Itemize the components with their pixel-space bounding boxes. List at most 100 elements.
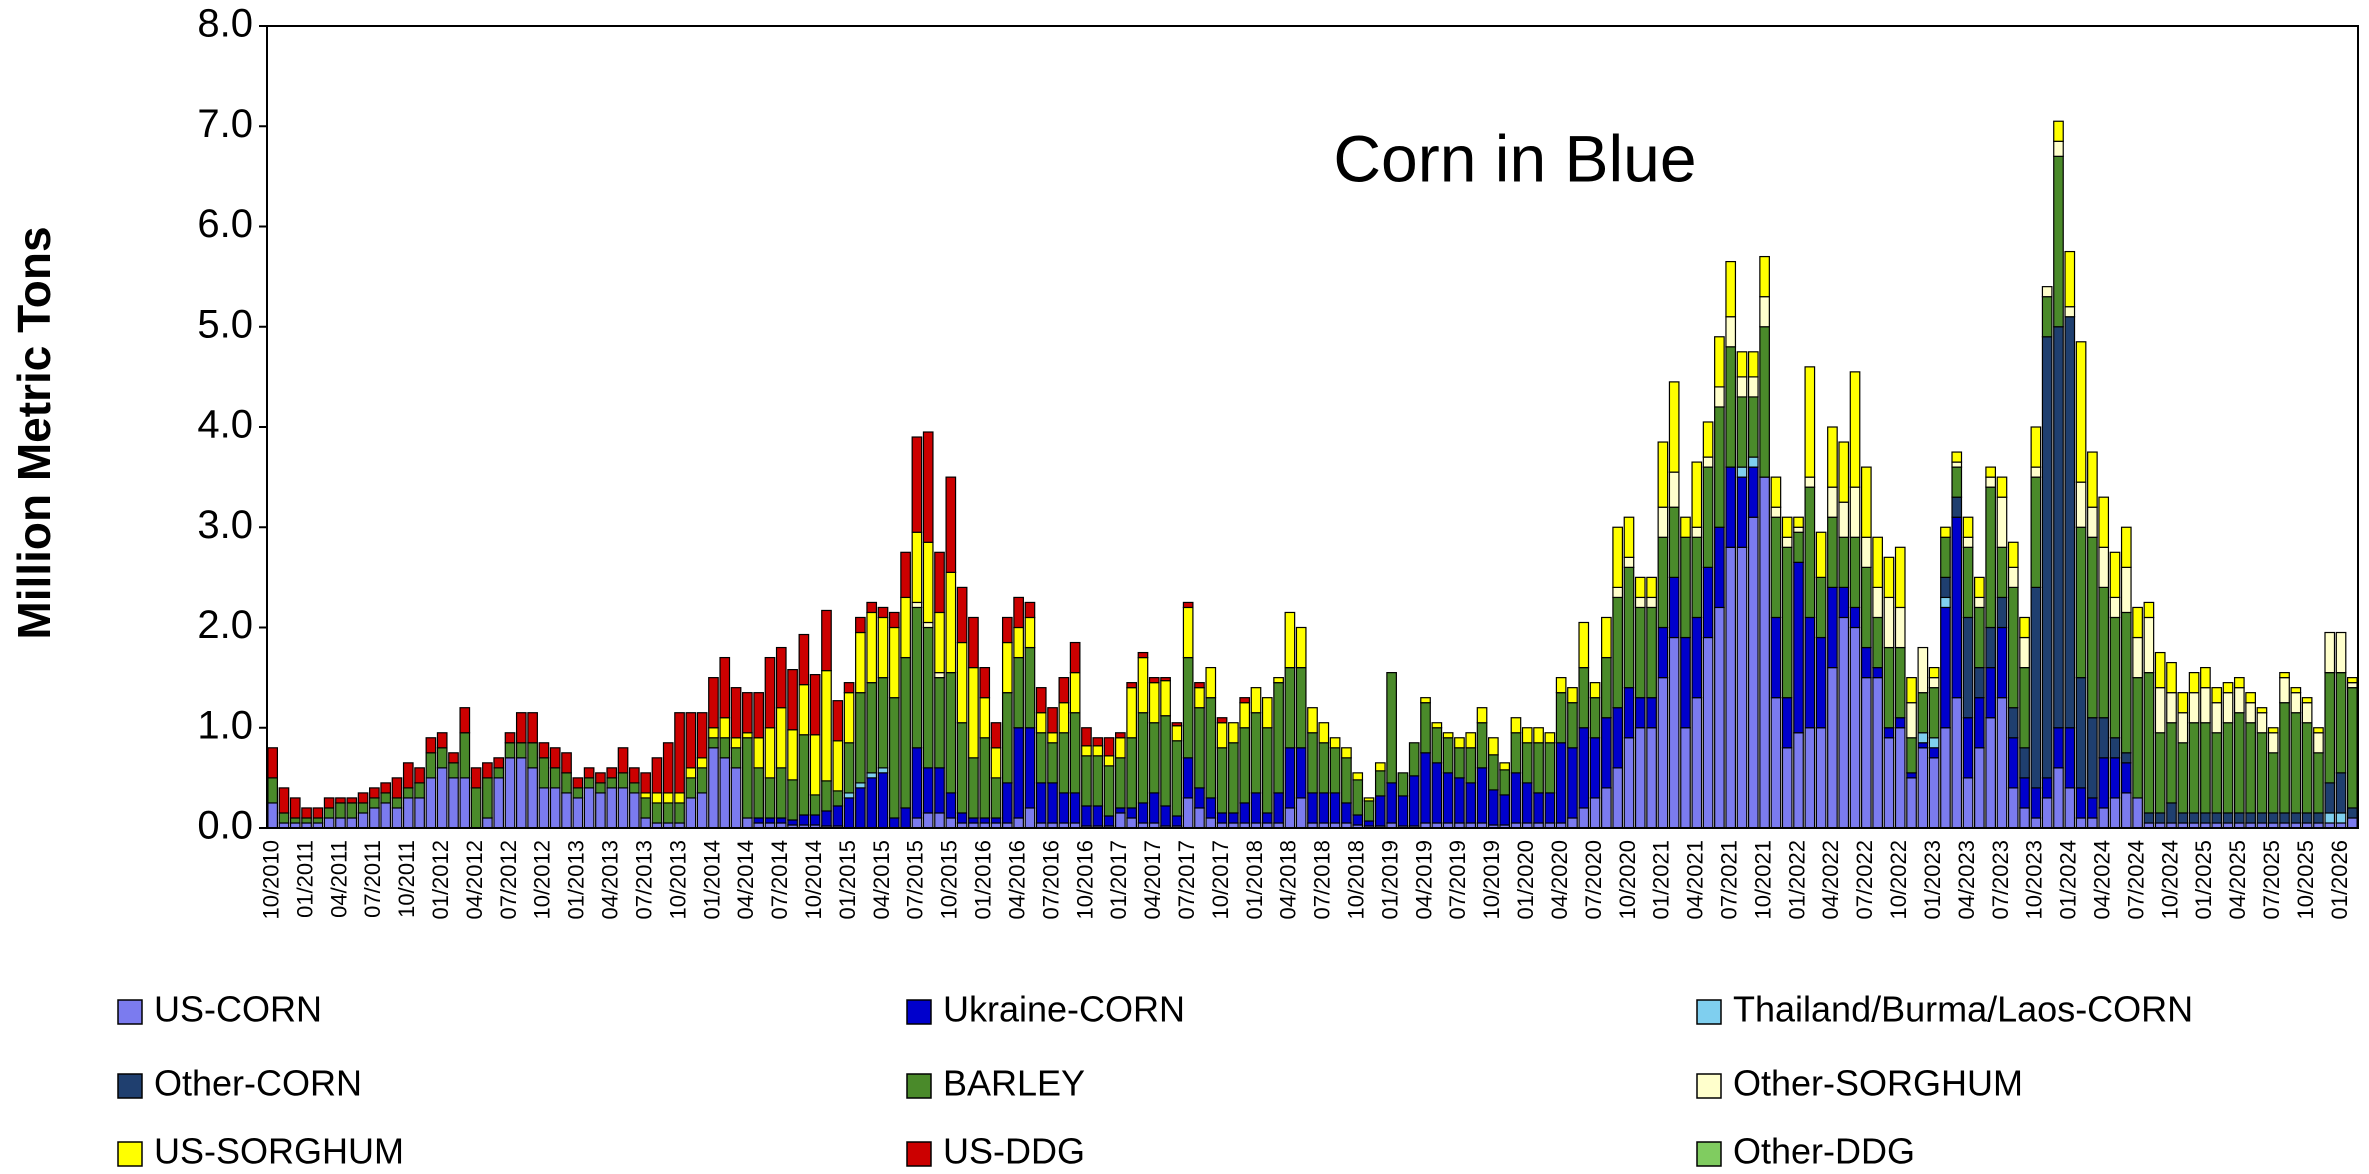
x-tick-label: 10/2024 bbox=[2157, 840, 2182, 920]
bar-segment bbox=[2098, 586, 2110, 719]
bar-segment bbox=[323, 817, 335, 829]
bar-segment bbox=[877, 677, 889, 769]
bar-segment bbox=[1612, 596, 1624, 709]
bar-segment bbox=[1759, 255, 1770, 298]
bar-segment bbox=[753, 767, 765, 819]
x-tick-label: 07/2020 bbox=[1581, 840, 1606, 920]
bar-segment bbox=[1714, 336, 1725, 388]
bar-segment bbox=[979, 737, 991, 819]
bar-segment bbox=[1951, 461, 1963, 468]
bar-segment bbox=[1623, 556, 1635, 568]
y-tick-label: 3.0 bbox=[197, 503, 253, 547]
bar-segment bbox=[742, 817, 753, 829]
bar-segment bbox=[1601, 787, 1612, 829]
bar-segment bbox=[1431, 727, 1443, 764]
bar-segment bbox=[1725, 546, 1737, 829]
bar-segment bbox=[2064, 787, 2076, 829]
bar-segment bbox=[866, 682, 878, 774]
bar-segment bbox=[1386, 782, 1397, 824]
bar-segment bbox=[2109, 551, 2121, 599]
bar-segment bbox=[595, 772, 606, 784]
bar-segment bbox=[504, 757, 516, 829]
bar-segment bbox=[1759, 476, 1770, 829]
bar-segment bbox=[1714, 406, 1725, 528]
bar-segment bbox=[1646, 576, 1657, 599]
bar-segment bbox=[1182, 797, 1194, 829]
bar-segment bbox=[1013, 596, 1024, 629]
bar-segment bbox=[1295, 797, 1307, 829]
bar-segment bbox=[335, 797, 346, 804]
bar-segment bbox=[1239, 802, 1251, 824]
bar-segment bbox=[1307, 732, 1318, 794]
bar-segment bbox=[1137, 656, 1149, 714]
bar-segment bbox=[414, 767, 425, 784]
bar-segment bbox=[1250, 792, 1262, 824]
bar-segment bbox=[934, 767, 945, 814]
bar-segment bbox=[425, 777, 437, 829]
bar-segment bbox=[2132, 606, 2143, 639]
bar-segment bbox=[1906, 702, 1917, 739]
bar-segment bbox=[1171, 740, 1183, 817]
bar-segment bbox=[1035, 687, 1047, 714]
bar-segment bbox=[448, 777, 459, 829]
bar-segment bbox=[1736, 396, 1748, 468]
bar-segment bbox=[448, 752, 459, 764]
bar-segment bbox=[2279, 812, 2290, 824]
bar-segment bbox=[843, 742, 855, 794]
bar-segment bbox=[1804, 476, 1816, 488]
bar-segment bbox=[1985, 666, 1997, 719]
bar-segment bbox=[1702, 566, 1714, 639]
bar-segment bbox=[968, 666, 979, 759]
bar-segment bbox=[1160, 677, 1171, 682]
bar-segment bbox=[1680, 727, 1691, 829]
x-tick-label: 01/2026 bbox=[2327, 840, 2352, 920]
bar-segment bbox=[911, 436, 923, 533]
bar-segment bbox=[1499, 762, 1510, 771]
bar-segment bbox=[1680, 636, 1691, 729]
bar-segment bbox=[730, 747, 742, 769]
bar-segment bbox=[1567, 687, 1578, 704]
bar-segment bbox=[2030, 586, 2042, 789]
bar-segment bbox=[1533, 727, 1544, 744]
bar-segment bbox=[2313, 727, 2324, 734]
x-tick-label: 04/2012 bbox=[462, 840, 487, 920]
bar-segment bbox=[1239, 727, 1251, 804]
bar-segment bbox=[2007, 586, 2019, 709]
x-tick-label: 01/2019 bbox=[1377, 840, 1402, 920]
bar-segment bbox=[1137, 651, 1149, 659]
legend-label: Other-CORN bbox=[154, 1063, 362, 1104]
bar-segment bbox=[1454, 737, 1465, 749]
bar-segment bbox=[742, 737, 753, 819]
bar-segment bbox=[2200, 687, 2211, 724]
bar-segment bbox=[2290, 712, 2302, 814]
bar-segment bbox=[821, 780, 832, 812]
bar-segment bbox=[402, 787, 414, 799]
bar-segment bbox=[1612, 586, 1624, 599]
bar-segment bbox=[888, 817, 900, 829]
bar-segment bbox=[1951, 516, 1963, 699]
bar-segment bbox=[549, 767, 561, 789]
bar-segment bbox=[2041, 286, 2053, 298]
x-tick-label: 01/2022 bbox=[1784, 840, 1809, 920]
bar-segment bbox=[934, 672, 945, 679]
bar-segment bbox=[877, 616, 889, 679]
bar-segment bbox=[1962, 717, 1974, 779]
bar-segment bbox=[2041, 336, 2053, 779]
bar-segment bbox=[436, 767, 448, 829]
bar-segment bbox=[787, 819, 798, 826]
bar-segment bbox=[1691, 616, 1703, 699]
bar-segment bbox=[911, 747, 923, 819]
bar-segment bbox=[2109, 616, 2121, 739]
bar-segment bbox=[1849, 486, 1861, 538]
x-tick-label: 07/2023 bbox=[1988, 840, 2013, 920]
bar-segment bbox=[1827, 426, 1838, 488]
bar-segment bbox=[1024, 646, 1036, 729]
bar-segment bbox=[2041, 797, 2053, 829]
bar-segment bbox=[934, 611, 945, 674]
bar-segment bbox=[1894, 606, 1906, 649]
x-tick-label: 07/2012 bbox=[496, 840, 521, 920]
bar-segment bbox=[1657, 506, 1669, 538]
bar-segment bbox=[1578, 807, 1590, 829]
bar-segment bbox=[1058, 677, 1070, 704]
x-tick-label: 01/2017 bbox=[1106, 840, 1131, 920]
